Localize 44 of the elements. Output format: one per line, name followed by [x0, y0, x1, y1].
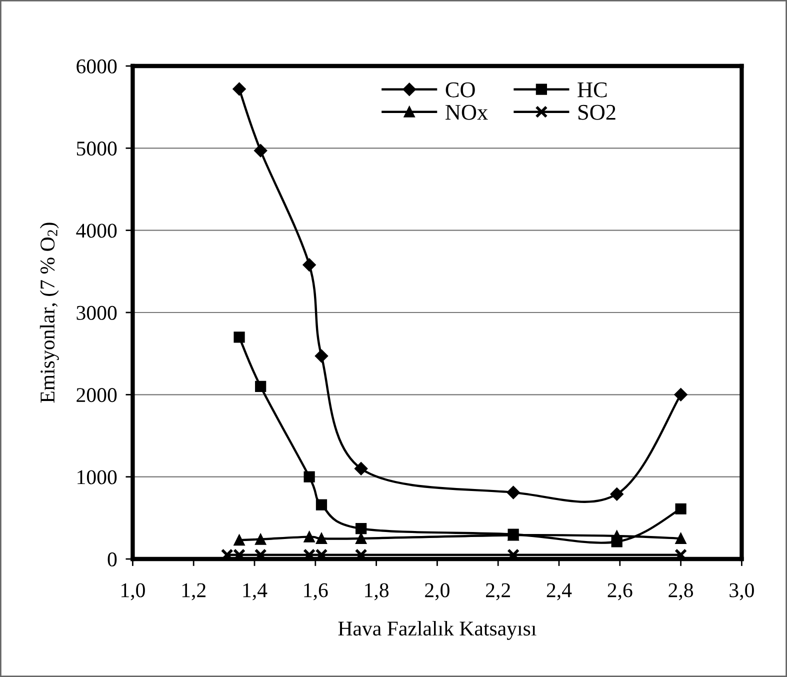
point — [302, 258, 316, 272]
y-axis-title: Emisyonlar, (7 % O$_{2}$) — [40, 222, 59, 403]
point — [610, 488, 624, 501]
x-tick-label: 2,0 — [425, 583, 450, 600]
point — [354, 462, 368, 476]
legend-label: CO — [446, 82, 475, 98]
point — [316, 499, 328, 510]
point — [356, 523, 367, 534]
point — [356, 532, 367, 544]
point — [316, 532, 328, 544]
y-tick-label: 6000 — [76, 59, 117, 74]
point — [254, 144, 268, 158]
x-tick-label: 1,2 — [182, 583, 206, 600]
x-tick-label: 2,8 — [668, 583, 694, 600]
y-tick-label: 5000 — [76, 142, 117, 156]
x-tick-label: 2,4 — [546, 583, 572, 600]
point — [232, 82, 246, 96]
point — [255, 380, 266, 392]
y-tick-label: 4000 — [76, 224, 117, 238]
point — [255, 534, 266, 545]
point — [304, 531, 315, 542]
x-tick-label: 1,8 — [365, 583, 389, 600]
x-tick-label: 1,4 — [243, 583, 268, 600]
y-tick-label: 0 — [108, 552, 117, 566]
y-tick-label: 3000 — [76, 306, 117, 320]
point — [234, 534, 245, 546]
x-tick-label: 1,0 — [122, 583, 145, 600]
point — [234, 332, 245, 343]
legend-label: NOx — [446, 104, 488, 120]
point — [506, 486, 520, 500]
point — [674, 388, 688, 402]
y-tick-label: 1000 — [78, 470, 117, 484]
x-tick-label: 1,6 — [304, 583, 328, 600]
point — [675, 532, 686, 544]
y-tick-label: 2000 — [76, 388, 117, 402]
legend-label: SO2 — [578, 104, 616, 120]
x-axis-title: Hava Fazlalık Katsayısı — [338, 620, 536, 640]
point — [314, 349, 328, 363]
legend-label: HC — [578, 82, 607, 98]
point — [675, 503, 686, 514]
point — [304, 471, 315, 482]
x-tick-label: 3,0 — [730, 583, 754, 600]
x-tick-label: 2,2 — [486, 583, 510, 600]
x-tick-label: 2,6 — [608, 583, 632, 600]
